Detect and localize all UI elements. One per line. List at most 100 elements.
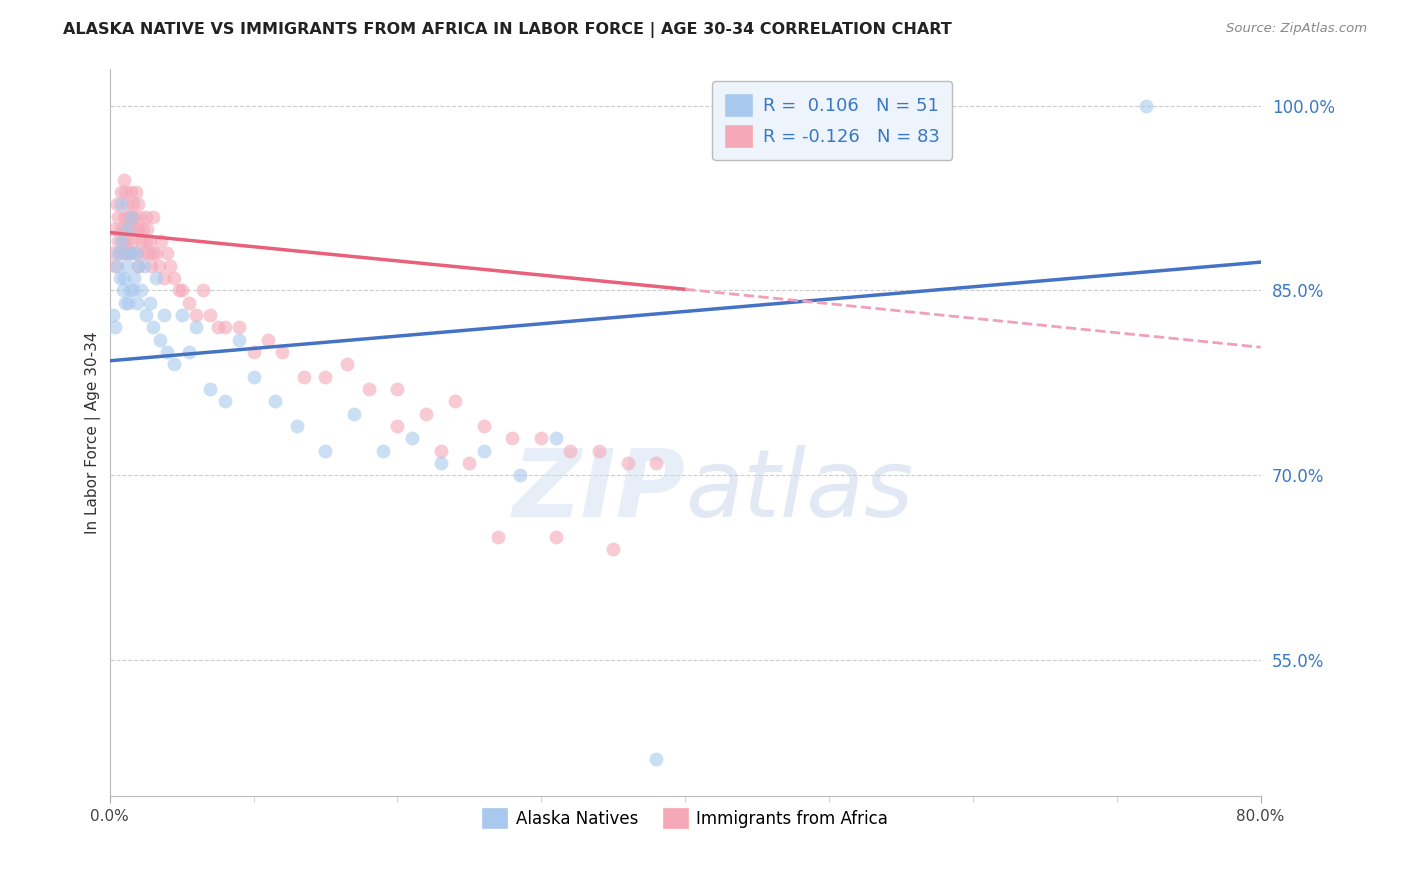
Point bbox=[117, 210, 139, 224]
Point bbox=[115, 222, 138, 236]
Point bbox=[314, 369, 336, 384]
Point bbox=[530, 432, 553, 446]
Point bbox=[114, 295, 136, 310]
Point bbox=[127, 222, 149, 236]
Point bbox=[159, 259, 181, 273]
Point bbox=[110, 185, 132, 199]
Text: ZIP: ZIP bbox=[512, 444, 685, 536]
Point bbox=[371, 443, 394, 458]
Point bbox=[242, 345, 264, 359]
Point bbox=[107, 210, 129, 224]
Point bbox=[163, 271, 186, 285]
Point bbox=[458, 456, 481, 470]
Point bbox=[111, 284, 134, 298]
Point bbox=[108, 271, 131, 285]
Point bbox=[387, 382, 409, 396]
Point bbox=[118, 222, 141, 236]
Point bbox=[104, 259, 127, 273]
Point bbox=[110, 222, 132, 236]
Point bbox=[112, 246, 135, 260]
Point bbox=[115, 234, 138, 248]
Point bbox=[444, 394, 467, 409]
Point bbox=[115, 259, 138, 273]
Point bbox=[184, 320, 207, 334]
Point bbox=[191, 284, 214, 298]
Point bbox=[142, 320, 165, 334]
Point bbox=[257, 333, 280, 347]
Point bbox=[132, 222, 155, 236]
Point bbox=[228, 333, 250, 347]
Point bbox=[129, 234, 152, 248]
Point bbox=[357, 382, 380, 396]
Point bbox=[124, 222, 146, 236]
Point bbox=[134, 246, 156, 260]
Point bbox=[139, 234, 162, 248]
Point bbox=[415, 407, 437, 421]
Point bbox=[112, 210, 135, 224]
Point bbox=[128, 210, 150, 224]
Point bbox=[135, 308, 157, 322]
Point bbox=[129, 284, 152, 298]
Point bbox=[314, 443, 336, 458]
Point bbox=[285, 419, 308, 434]
Legend: Alaska Natives, Immigrants from Africa: Alaska Natives, Immigrants from Africa bbox=[475, 801, 894, 835]
Point bbox=[121, 284, 143, 298]
Text: Source: ZipAtlas.com: Source: ZipAtlas.com bbox=[1226, 22, 1367, 36]
Point bbox=[120, 246, 142, 260]
Point bbox=[121, 197, 143, 211]
Point bbox=[401, 432, 423, 446]
Text: ALASKA NATIVE VS IMMIGRANTS FROM AFRICA IN LABOR FORCE | AGE 30-34 CORRELATION C: ALASKA NATIVE VS IMMIGRANTS FROM AFRICA … bbox=[63, 22, 952, 38]
Point bbox=[200, 382, 222, 396]
Point bbox=[115, 197, 138, 211]
Point bbox=[207, 320, 229, 334]
Point bbox=[214, 320, 236, 334]
Point bbox=[125, 246, 148, 260]
Point bbox=[127, 259, 149, 273]
Point bbox=[645, 456, 668, 470]
Point bbox=[111, 234, 134, 248]
Point bbox=[120, 210, 142, 224]
Point bbox=[127, 197, 149, 211]
Point bbox=[544, 432, 567, 446]
Point bbox=[112, 271, 135, 285]
Point bbox=[145, 246, 167, 260]
Point bbox=[228, 320, 250, 334]
Point bbox=[124, 185, 146, 199]
Point bbox=[114, 185, 136, 199]
Point bbox=[127, 259, 149, 273]
Point bbox=[387, 419, 409, 434]
Point bbox=[502, 432, 524, 446]
Point bbox=[645, 752, 668, 766]
Point bbox=[472, 419, 495, 434]
Point bbox=[103, 222, 125, 236]
Point bbox=[105, 197, 128, 211]
Point bbox=[101, 246, 124, 260]
Point bbox=[104, 320, 127, 334]
Point bbox=[1135, 98, 1157, 112]
Point bbox=[120, 185, 142, 199]
Point bbox=[153, 308, 176, 322]
Point bbox=[336, 358, 359, 372]
Point bbox=[107, 246, 129, 260]
Point bbox=[486, 530, 509, 544]
Point bbox=[120, 210, 142, 224]
Point bbox=[472, 443, 495, 458]
Point bbox=[200, 308, 222, 322]
Point bbox=[134, 259, 156, 273]
Point bbox=[170, 308, 193, 322]
Point bbox=[145, 271, 167, 285]
Point bbox=[135, 210, 157, 224]
Point bbox=[343, 407, 366, 421]
Point bbox=[142, 210, 165, 224]
Point bbox=[214, 394, 236, 409]
Point bbox=[101, 308, 124, 322]
Point bbox=[138, 246, 160, 260]
Point bbox=[136, 222, 159, 236]
Text: atlas: atlas bbox=[685, 445, 914, 536]
Point bbox=[107, 234, 129, 248]
Point bbox=[602, 542, 624, 557]
Point bbox=[509, 468, 531, 483]
Point bbox=[558, 443, 581, 458]
Point bbox=[177, 295, 200, 310]
Point bbox=[177, 345, 200, 359]
